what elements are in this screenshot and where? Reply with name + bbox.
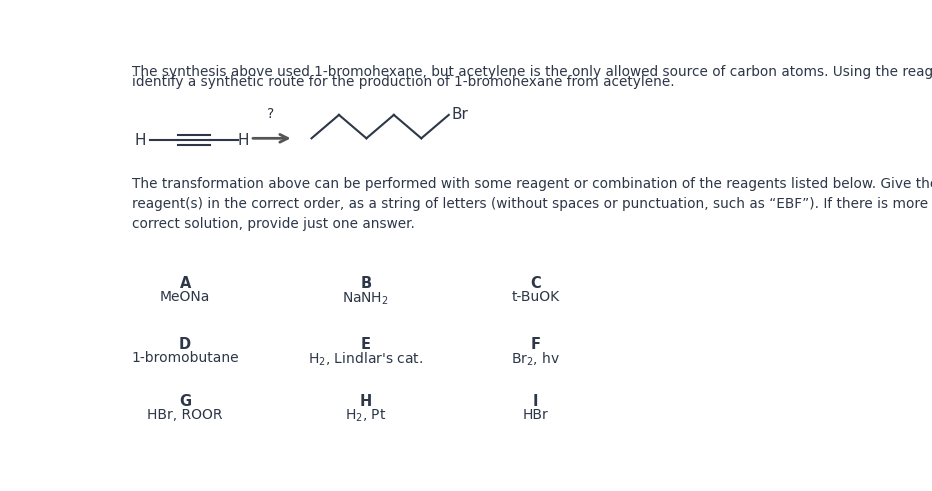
Text: The synthesis above used 1-bromohexane, but acetylene is the only allowed source: The synthesis above used 1-bromohexane, … bbox=[132, 65, 932, 79]
Text: The transformation above can be performed with some reagent or combination of th: The transformation above can be performe… bbox=[132, 177, 932, 191]
Text: Br$_2$, hv: Br$_2$, hv bbox=[511, 351, 560, 368]
Text: identify a synthetic route for the production of 1-bromohexane from acetylene.: identify a synthetic route for the produ… bbox=[132, 75, 675, 89]
Text: HBr, ROOR: HBr, ROOR bbox=[147, 408, 223, 421]
Text: A: A bbox=[180, 276, 191, 291]
Text: H: H bbox=[134, 133, 146, 148]
Text: 1-bromobutane: 1-bromobutane bbox=[131, 351, 239, 365]
Text: E: E bbox=[361, 337, 371, 352]
Text: D: D bbox=[179, 337, 191, 352]
Text: ?: ? bbox=[267, 108, 274, 121]
Text: F: F bbox=[530, 337, 541, 352]
Text: H$_2$, Pt: H$_2$, Pt bbox=[345, 408, 387, 424]
Text: I: I bbox=[533, 393, 538, 409]
Text: t-BuOK: t-BuOK bbox=[512, 290, 559, 304]
Text: Br: Br bbox=[452, 108, 469, 122]
Text: B: B bbox=[360, 276, 371, 291]
Text: correct solution, provide just one answer.: correct solution, provide just one answe… bbox=[132, 217, 416, 231]
Text: H: H bbox=[360, 393, 372, 409]
Text: MeONa: MeONa bbox=[160, 290, 211, 304]
Text: H$_2$, Lindlar's cat.: H$_2$, Lindlar's cat. bbox=[308, 351, 423, 368]
Text: HBr: HBr bbox=[523, 408, 548, 421]
Text: C: C bbox=[530, 276, 541, 291]
Text: reagent(s) in the correct order, as a string of letters (without spaces or punct: reagent(s) in the correct order, as a st… bbox=[132, 197, 932, 211]
Text: G: G bbox=[179, 393, 191, 409]
Text: H: H bbox=[238, 133, 250, 148]
Text: NaNH$_2$: NaNH$_2$ bbox=[342, 290, 389, 307]
